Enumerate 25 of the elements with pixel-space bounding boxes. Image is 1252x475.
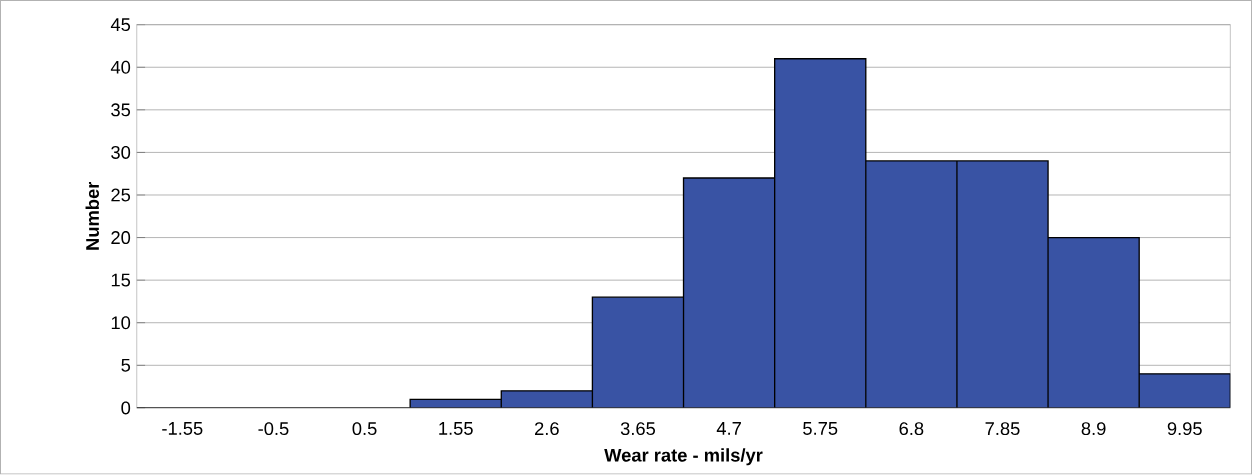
x-tick-label: 3.65 xyxy=(620,422,656,436)
x-tick-label: -1.55 xyxy=(162,422,203,436)
x-tick-label: 2.6 xyxy=(535,422,559,436)
y-tick-label: 30 xyxy=(111,146,131,160)
y-tick-label: 0 xyxy=(121,401,131,415)
y-tick-label: 35 xyxy=(111,103,131,117)
y-tick-label: 20 xyxy=(111,231,131,245)
y-tick-label: 25 xyxy=(111,188,131,202)
y-axis-title: Number xyxy=(85,182,100,250)
x-tick-label: 1.55 xyxy=(439,422,473,436)
y-tick-label: 5 xyxy=(121,359,131,372)
y-tick-label: 10 xyxy=(111,316,131,330)
y-tick-label: 40 xyxy=(110,60,131,74)
x-tick-label: 0.5 xyxy=(352,422,377,436)
x-tick-label: 6.8 xyxy=(899,422,924,436)
x-tick-label: -0.5 xyxy=(258,422,289,436)
y-tick-label: 15 xyxy=(111,273,131,287)
x-tick-label: 7.85 xyxy=(985,422,1020,436)
bar xyxy=(956,161,1049,409)
x-tick-label: 8.9 xyxy=(1081,422,1106,436)
y-tick-label: 45 xyxy=(110,18,131,32)
x-axis-title: Wear rate - mils/yr xyxy=(604,448,763,466)
x-tick-label: 5.75 xyxy=(803,422,838,436)
x-tick-label: 9.95 xyxy=(1167,422,1202,436)
x-tick-label: 4.7 xyxy=(716,422,741,435)
